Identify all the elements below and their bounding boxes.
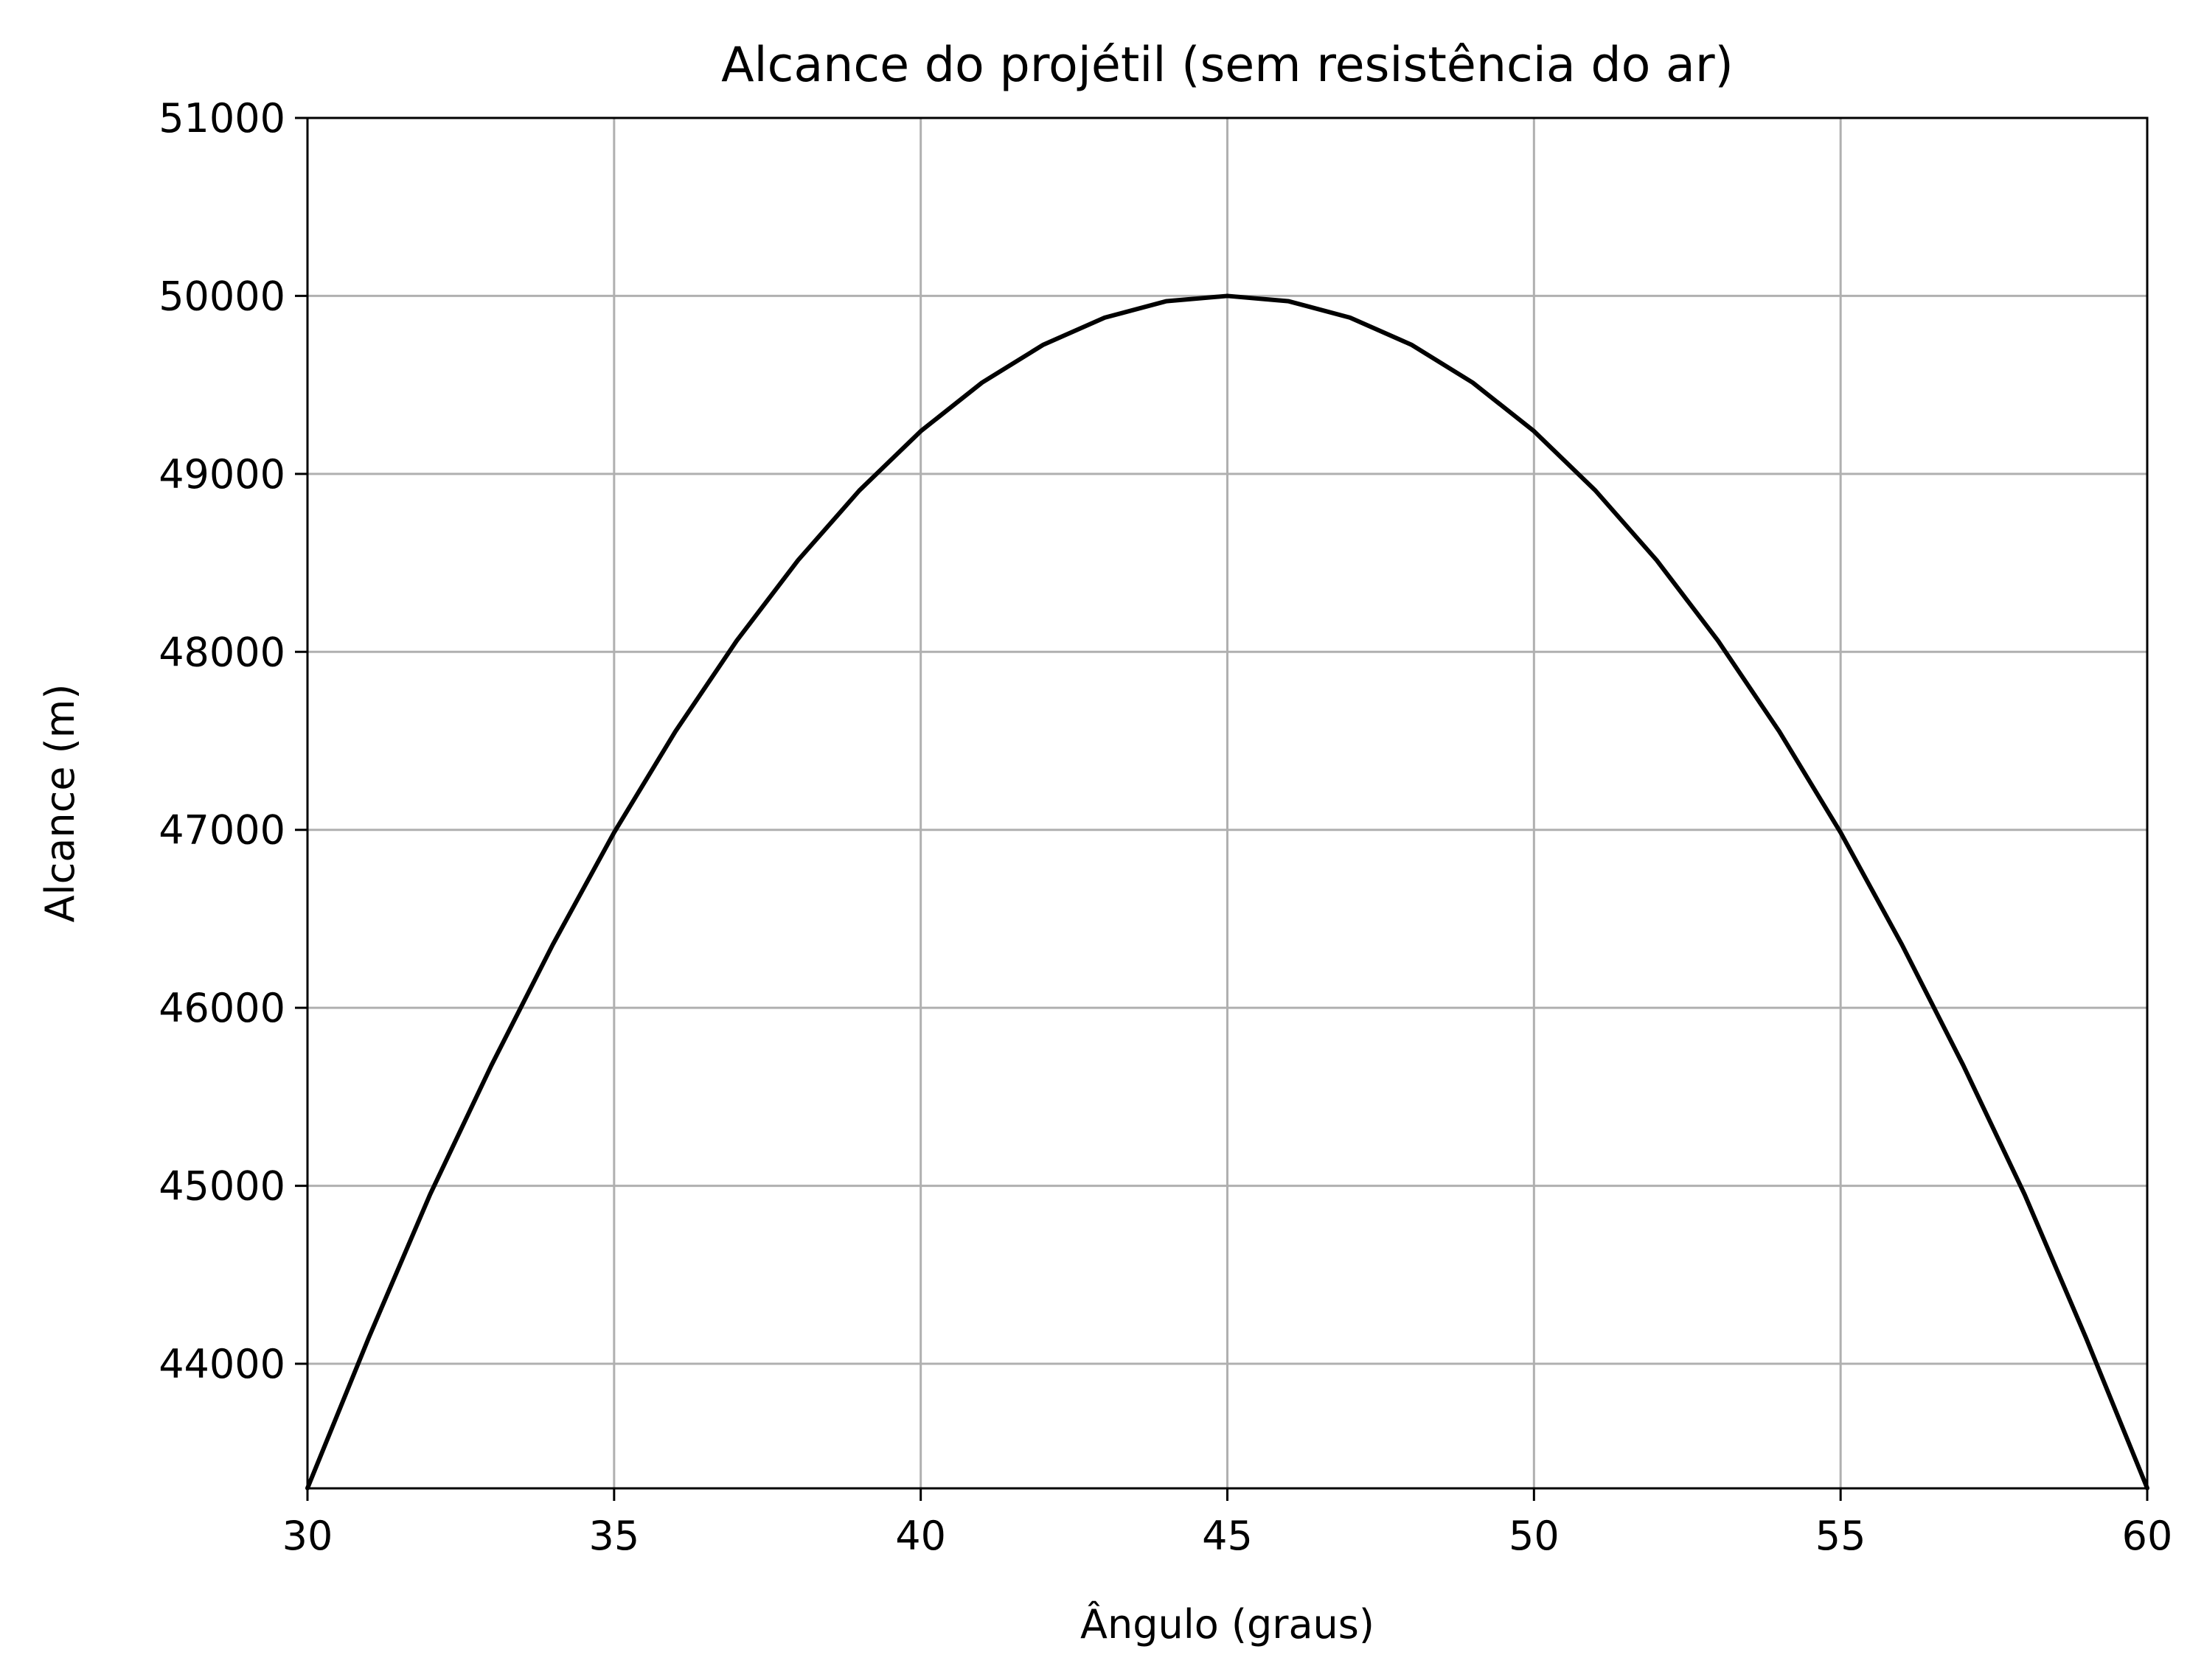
x-tick-label: 50 bbox=[1509, 1513, 1560, 1559]
y-axis-label: Alcance (m) bbox=[37, 684, 83, 923]
y-tick-label: 50000 bbox=[159, 273, 285, 319]
y-tick-label: 51000 bbox=[159, 95, 285, 142]
series-line bbox=[305, 293, 2149, 1491]
x-tick-label: 60 bbox=[2122, 1513, 2173, 1559]
series-layer bbox=[305, 293, 2149, 1491]
y-tick-label: 49000 bbox=[159, 451, 285, 498]
y-tick-label: 47000 bbox=[159, 807, 285, 854]
y-tick-label: 48000 bbox=[159, 629, 285, 675]
ticks: 30 35 40 45 50 55 60 44000 45000 46000 47000 48000 4… bbox=[159, 95, 2172, 1559]
chart-title: Alcance do projétil (sem resistência do … bbox=[721, 38, 1734, 93]
x-axis-label: Ângulo (graus) bbox=[1080, 1601, 1374, 1648]
x-tick-label: 40 bbox=[895, 1513, 946, 1559]
y-tick-label: 45000 bbox=[159, 1163, 285, 1210]
x-tick-label: 55 bbox=[1815, 1513, 1866, 1559]
x-tick-label: 30 bbox=[282, 1513, 333, 1559]
x-tick-label: 35 bbox=[588, 1513, 639, 1559]
y-tick-label: 44000 bbox=[159, 1341, 285, 1387]
y-tick-label: 46000 bbox=[159, 985, 285, 1031]
x-tick-label: 45 bbox=[1202, 1513, 1253, 1559]
